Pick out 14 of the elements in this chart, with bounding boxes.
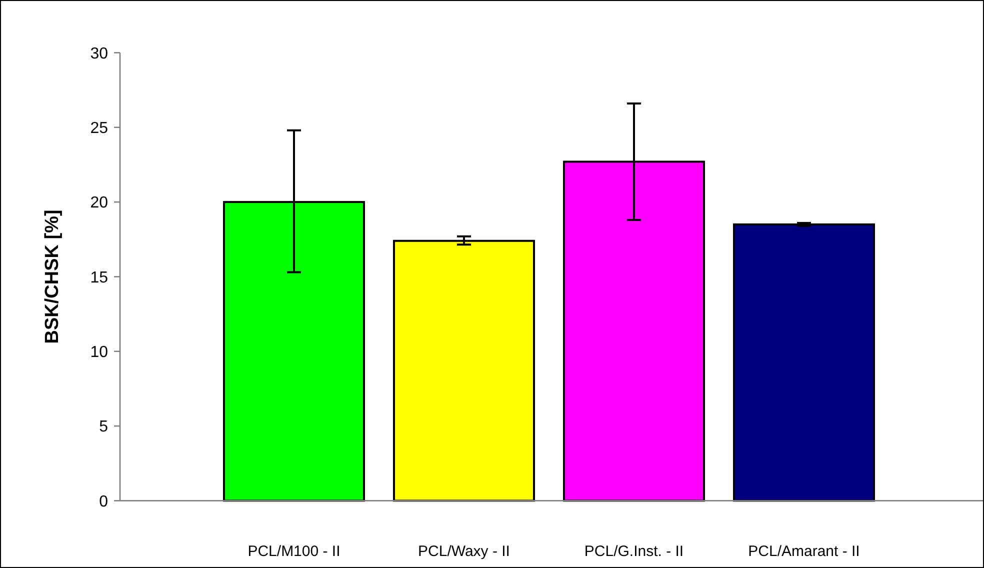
x-tick-label: PCL/M100 - II: [248, 543, 340, 560]
x-tick-label: PCL/Waxy - II: [418, 543, 510, 560]
y-tick-label: 20: [90, 194, 108, 212]
y-axis-title: BSK/CHSK [%]: [42, 210, 63, 344]
bar: [733, 223, 875, 502]
y-tick-label: 15: [90, 269, 108, 286]
y-tick-label: 5: [99, 418, 108, 436]
y-tick-label: 0: [99, 493, 108, 510]
x-tick-label: PCL/Amarant - II: [748, 543, 860, 560]
bar: [393, 240, 535, 502]
x-tick-label: PCL/G.Inst. - II: [584, 543, 684, 560]
y-tick-label: 10: [90, 344, 108, 361]
y-tick-label: 30: [90, 45, 108, 62]
y-tick-label: 25: [90, 120, 108, 137]
